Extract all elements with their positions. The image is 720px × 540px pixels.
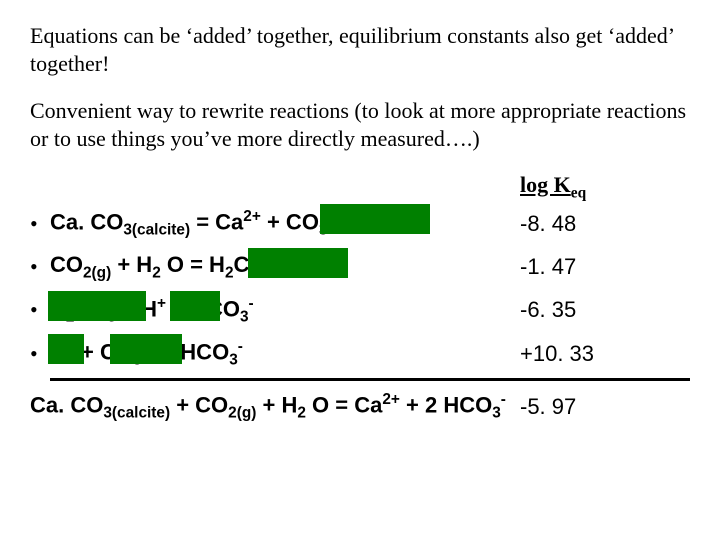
log-k-value: -1. 47 (520, 254, 690, 280)
table-row: •CO2(g) + H2 O = H2CO3-1. 47 (30, 246, 690, 288)
bullet-icon: • (30, 297, 50, 323)
mask-box (48, 334, 84, 364)
bullet-icon: • (30, 254, 50, 280)
table-body: •Ca. CO3(calcite) = Ca2+ + CO32--8. 48•C… (30, 202, 690, 376)
bullet-icon: • (30, 211, 50, 237)
equation: Ca. CO3(calcite) = Ca2+ + CO32- (50, 208, 520, 240)
mask-box (320, 204, 430, 234)
mask-box (110, 334, 182, 364)
mask-box (170, 291, 220, 321)
log-k-value: -6. 35 (520, 297, 690, 323)
mask-box (248, 248, 348, 278)
slide: Equations can be ‘added’ together, equil… (0, 0, 720, 423)
log-k-header: log Keq (520, 172, 690, 202)
table-row: •Ca. CO3(calcite) = Ca2+ + CO32--8. 48 (30, 202, 690, 246)
intro-paragraph-2: Convenient way to rewrite reactions (to … (30, 97, 690, 152)
equation: H2CO3 = H+ + HCO3- (50, 295, 520, 327)
table-row: •H2CO3 = H+ + HCO3--6. 35 (30, 289, 690, 333)
result-value: -5. 97 (520, 394, 690, 420)
intro-paragraph-1: Equations can be ‘added’ together, equil… (30, 22, 690, 77)
log-k-value: -8. 48 (520, 211, 690, 237)
log-k-value: +10. 33 (520, 341, 690, 367)
equations-table: log Keq •Ca. CO3(calcite) = Ca2+ + CO32-… (30, 172, 690, 423)
divider-line (50, 378, 690, 381)
result-equation: Ca. CO3(calcite) + CO2(g) + H2 O = Ca2+ … (30, 391, 520, 423)
equation: CO2(g) + H2 O = H2CO3 (50, 252, 520, 282)
table-header: log Keq (30, 172, 690, 202)
table-row: •H+ + CO32- = HCO3-+10. 33 (30, 332, 690, 376)
result-row: Ca. CO3(calcite) + CO2(g) + H2 O = Ca2+ … (30, 391, 690, 423)
bullet-icon: • (30, 341, 50, 367)
equation: H+ + CO32- = HCO3- (50, 338, 520, 370)
mask-box (48, 291, 146, 321)
